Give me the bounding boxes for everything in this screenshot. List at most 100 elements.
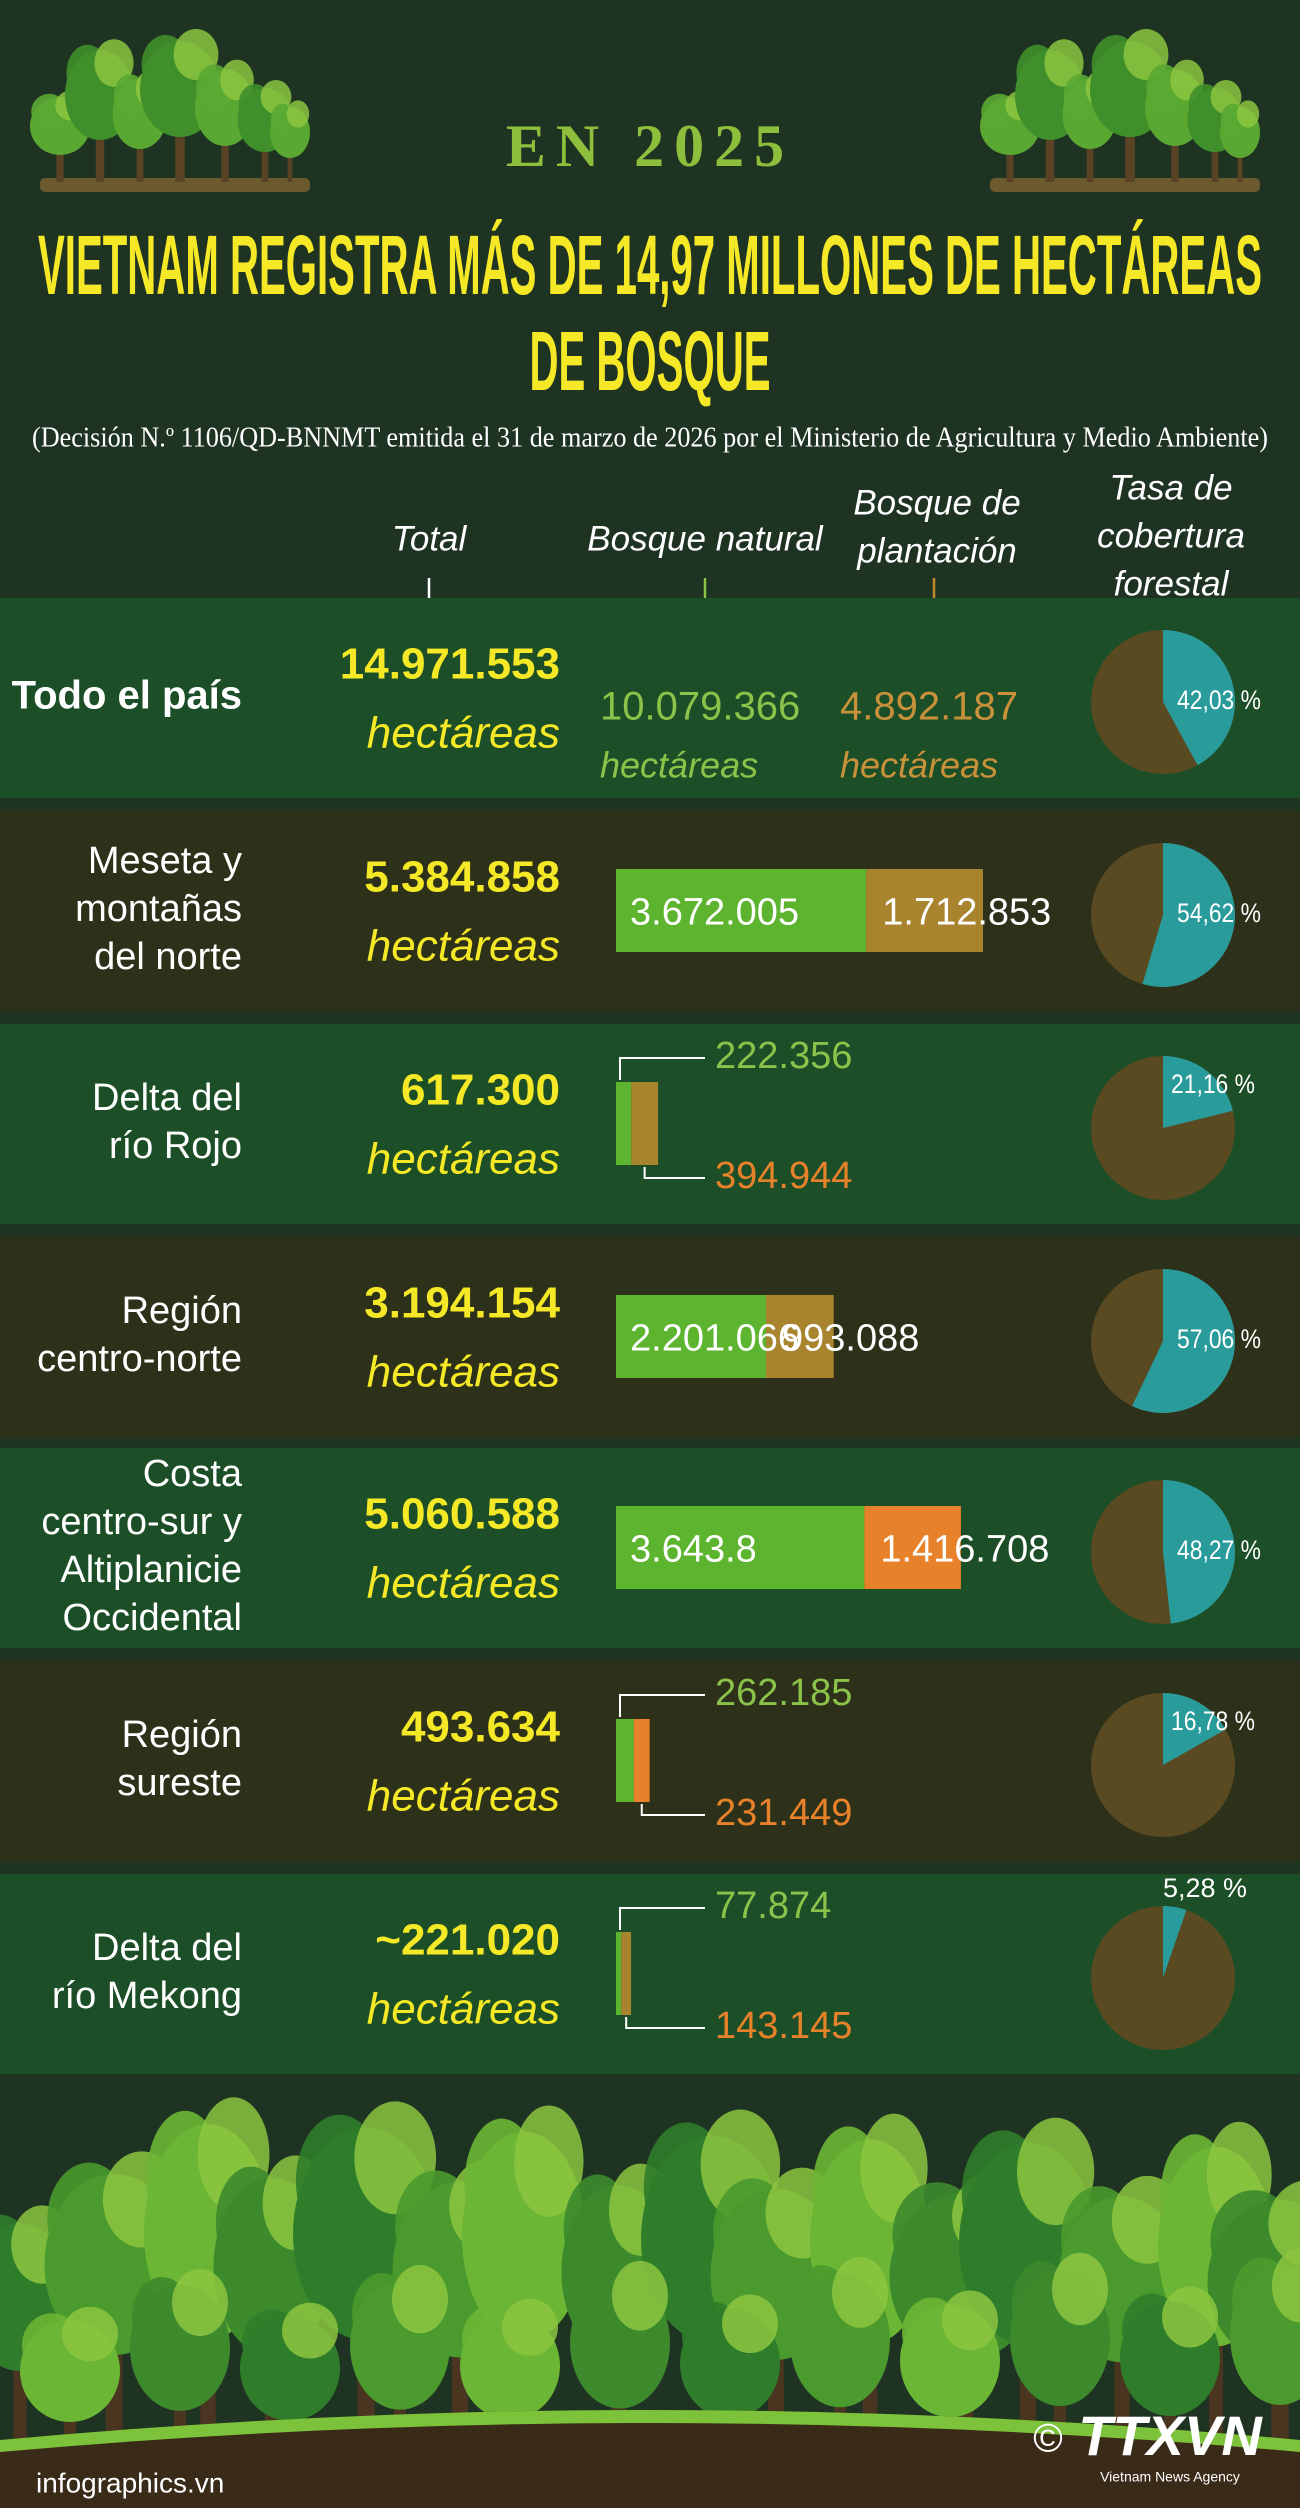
tree-trunk (1045, 112, 1055, 182)
region-name: Costa (143, 1453, 243, 1495)
natural-bar (616, 869, 867, 952)
pie-slice (1163, 1480, 1236, 1624)
region-name: río Mekong (52, 1975, 242, 2017)
total-value: 14.971.553 (340, 640, 560, 689)
tree-crown (1052, 2252, 1108, 2326)
pie-slice (1142, 843, 1235, 987)
tree-trunk (1006, 137, 1014, 182)
coverage-label: 42,03 % (1177, 685, 1261, 715)
grass (0, 2410, 1300, 2452)
plantation-bar (864, 1506, 961, 1589)
leader-line (619, 1694, 705, 1717)
natural-bar (616, 1506, 865, 1589)
pie-slice (1163, 1056, 1233, 1128)
pie-slice (1163, 1693, 1226, 1765)
region-name: Occidental (62, 1597, 242, 1639)
tree-trunk (1125, 107, 1135, 182)
column-header: Total (392, 519, 468, 558)
year: EN 2025 (506, 113, 794, 179)
total-unit: hectáreas (367, 1985, 560, 2034)
region-name: del norte (94, 936, 242, 978)
leader-line (643, 1167, 705, 1179)
natural-label: 222.356 (715, 1035, 852, 1077)
plantation-label: 1.712.853 (882, 892, 1051, 934)
tree-trunk (95, 112, 105, 182)
column-header: cobertura (1097, 516, 1245, 555)
footer-site: infographics.vn (36, 2467, 224, 2498)
total-unit: hectáreas (367, 709, 560, 758)
coverage-label: 57,06 % (1177, 1324, 1261, 1354)
total-value: 617.300 (401, 1066, 560, 1115)
plantation-label: 394.944 (715, 1155, 852, 1197)
column-header: plantación (856, 531, 1017, 570)
natural-value: 10.079.366 (600, 685, 800, 729)
total-value: 5.384.858 (364, 853, 560, 902)
total-unit: hectáreas (367, 1559, 560, 1608)
plantation-label: 143.145 (715, 2005, 852, 2047)
natural-label: 77.874 (715, 1885, 831, 1927)
tree-crown (502, 2298, 558, 2356)
tree-crown (172, 2269, 228, 2337)
tree-crown (1272, 2248, 1300, 2323)
pie-slice (1163, 630, 1236, 766)
tree-crown (1044, 39, 1084, 87)
total-value: 493.634 (401, 1703, 561, 1752)
tree-trunk (221, 122, 229, 182)
plantation-label: 993.088 (782, 1318, 919, 1360)
natural-label: 3.643.8 (630, 1529, 757, 1571)
agency: Vietnam News Agency (1100, 2469, 1240, 2485)
natural-label: 262.185 (715, 1672, 852, 1714)
region-name: Región (122, 1290, 242, 1332)
natural-label: 2.201.066 (630, 1318, 799, 1360)
tree-crown (514, 2105, 584, 2217)
tree-trunk (1237, 142, 1243, 182)
tree-crown (1162, 2286, 1218, 2348)
region-name: Región (122, 1714, 242, 1756)
leader-line (640, 1804, 705, 1816)
plantation-unit: hectáreas (840, 745, 998, 786)
leader-line (619, 1907, 705, 1930)
total-value: 3.194.154 (364, 1279, 560, 1328)
plantation-bar (866, 869, 983, 952)
coverage-label: 16,78 % (1171, 1706, 1255, 1736)
tree-trunk (56, 137, 64, 182)
region-name: sureste (117, 1762, 242, 1804)
plantation-label: 231.449 (715, 1792, 852, 1834)
natural-bar (616, 1932, 622, 2015)
plantation-bar (633, 1719, 650, 1802)
region-name: Delta del (92, 1077, 242, 1119)
tree-crown (722, 2294, 778, 2354)
column-header: Bosque natural (587, 519, 824, 558)
natural-bar (616, 1295, 767, 1378)
plantation-label: 1.416.708 (880, 1529, 1049, 1571)
ground (990, 178, 1260, 192)
plantation-bar (621, 1932, 632, 2015)
title: DE BOSQUE (529, 314, 770, 408)
tree-trunk (1211, 132, 1219, 182)
leader-line (619, 1057, 705, 1080)
tree-trunk (1086, 127, 1094, 182)
ground (40, 178, 310, 192)
total-value: ~221.020 (375, 1916, 560, 1965)
column-header: Bosque de (853, 483, 1020, 522)
region-name: Altiplanicie (60, 1549, 242, 1591)
natural-bar (616, 1719, 634, 1802)
plantation-value: 4.892.187 (840, 685, 1018, 729)
title: VIETNAM REGISTRA MÁS DE 14,97 MILLONES D… (38, 218, 1262, 312)
total-value: 5.060.588 (364, 1490, 560, 1539)
tree-crown (62, 2306, 118, 2362)
tree-trunk (261, 132, 269, 182)
region-name: centro-sur y (41, 1501, 242, 1543)
total-unit: hectáreas (367, 1348, 560, 1397)
tree-crown (1268, 2180, 1300, 2266)
tree-crown (286, 100, 310, 128)
row-background (0, 598, 1300, 798)
tree-trunk (175, 107, 185, 182)
total-unit: hectáreas (367, 1135, 560, 1184)
tree-trunk (287, 142, 293, 182)
tree-crown (942, 2290, 998, 2351)
coverage-label: 48,27 % (1177, 1535, 1261, 1565)
